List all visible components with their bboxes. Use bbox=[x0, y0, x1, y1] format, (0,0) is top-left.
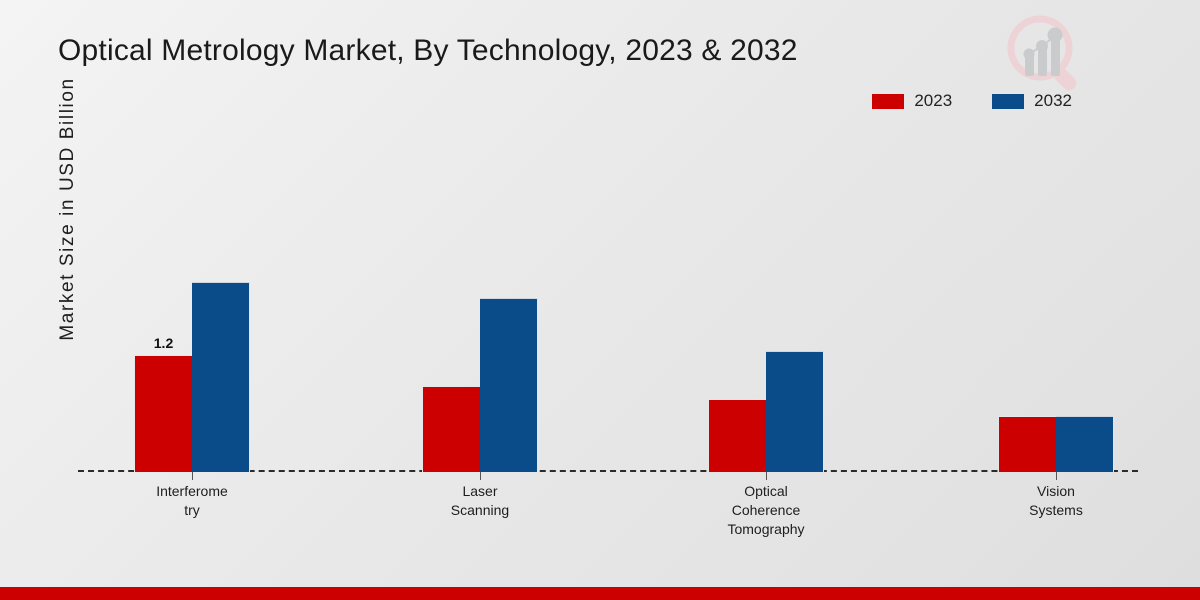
bar-2032-vision-systems[interactable] bbox=[1056, 416, 1114, 472]
bar-2023-laser-scanning[interactable] bbox=[422, 386, 480, 472]
legend-swatch-2032 bbox=[992, 93, 1025, 109]
category-label-line: Coherence bbox=[731, 502, 801, 518]
x-axis-tick bbox=[192, 472, 193, 480]
legend-swatch-2023 bbox=[872, 93, 905, 109]
bar-pair: 1.2 bbox=[134, 150, 250, 472]
magnifier-bar-chart-icon bbox=[1000, 8, 1092, 100]
category-label-line: Systems bbox=[1029, 502, 1083, 518]
category-label-interferometry: Interferome try bbox=[97, 482, 287, 520]
bar-2032-optical-coherence-tomography[interactable] bbox=[766, 351, 824, 472]
category-label-line: try bbox=[184, 502, 200, 518]
category-label-laser-scanning: Laser Scanning bbox=[385, 482, 575, 520]
bar-2023-vision-systems[interactable] bbox=[998, 416, 1056, 472]
category-label-line: Vision bbox=[1037, 483, 1075, 499]
x-axis-baseline bbox=[78, 470, 1138, 472]
y-axis-title: Market Size in USD Billion bbox=[57, 77, 78, 341]
bar-2032-interferometry[interactable] bbox=[192, 282, 250, 472]
bar-value-label: 1.2 bbox=[153, 335, 174, 351]
bar-group-optical-coherence-tomography: Optical Coherence Tomography bbox=[708, 150, 824, 537]
bar-group-interferometry: 1.2 Interferome try bbox=[134, 150, 250, 518]
chart-legend: 2023 2032 bbox=[872, 91, 1072, 111]
category-label-vision-systems: Vision Systems bbox=[961, 482, 1151, 520]
bar-2023-optical-coherence-tomography[interactable] bbox=[708, 399, 766, 472]
category-label-optical-coherence-tomography: Optical Coherence Tomography bbox=[671, 482, 861, 539]
category-label-line: Tomography bbox=[727, 521, 805, 537]
bar-pair bbox=[422, 150, 538, 472]
legend-item-2023[interactable]: 2023 bbox=[872, 91, 952, 111]
category-label-line: Optical bbox=[744, 483, 788, 499]
plot-area: 1.2 Interferome try bbox=[78, 150, 1138, 537]
footer-accent-bar bbox=[0, 587, 1200, 600]
bar-2023-interferometry[interactable]: 1.2 bbox=[134, 335, 192, 472]
bar-2032-laser-scanning[interactable] bbox=[480, 298, 538, 472]
category-label-line: Scanning bbox=[450, 502, 510, 518]
x-axis-tick bbox=[766, 472, 767, 480]
bar-pair bbox=[708, 150, 824, 472]
legend-label-2023: 2023 bbox=[914, 91, 953, 110]
bar-pair bbox=[998, 150, 1114, 472]
bar-group-laser-scanning: Laser Scanning bbox=[422, 150, 538, 518]
bar-group-vision-systems: Vision Systems bbox=[998, 150, 1114, 518]
x-axis-tick bbox=[1056, 472, 1057, 480]
legend-item-2032[interactable]: 2032 bbox=[992, 91, 1072, 111]
legend-label-2032: 2032 bbox=[1034, 91, 1072, 110]
category-label-line: Interferome bbox=[156, 483, 228, 499]
chart-title: Optical Metrology Market, By Technology,… bbox=[58, 34, 798, 67]
category-label-line: Laser bbox=[462, 483, 498, 499]
x-axis-tick bbox=[480, 472, 481, 480]
